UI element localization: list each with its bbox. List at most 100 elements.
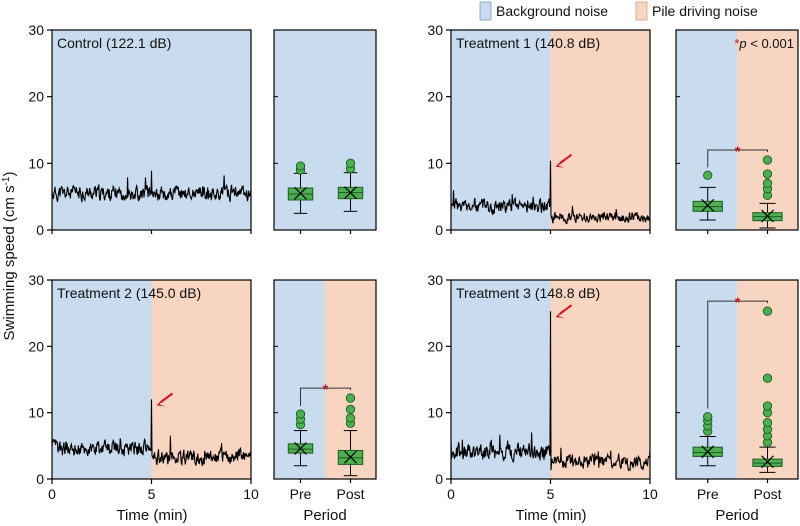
y-tick-label: 20 <box>427 89 443 105</box>
outlier-point <box>762 306 773 316</box>
mean-marker <box>294 442 307 455</box>
mean-marker <box>344 186 357 200</box>
x-tick-label: 10 <box>243 486 259 502</box>
y-axis-title-sup: -1 <box>1 176 12 185</box>
boxplot-pre <box>692 170 723 221</box>
significance-star: * <box>323 381 329 397</box>
y-tick-label: 0 <box>36 222 44 238</box>
significance-bracket <box>707 300 768 409</box>
outlier-point <box>762 401 773 411</box>
panel-title: Treatment 1 (140.8 dB) <box>456 35 600 51</box>
box-background-region <box>676 280 737 479</box>
box-axes-frame <box>273 29 377 231</box>
panel-1: 0 10 20 30 Treatment 1 (140.8 dB) * <box>427 22 799 238</box>
box-category-label: Post <box>753 486 781 502</box>
x-tick-label: 10 <box>642 486 658 502</box>
panels: 0 10 20 30 Control (122.1 dB) 0 10 20 30 Treatmen… <box>28 22 799 502</box>
mean-marker <box>761 209 774 223</box>
significance-note-p: p <box>738 36 746 51</box>
box-background-region <box>676 30 737 230</box>
speed-trace-line <box>450 160 651 225</box>
y-tick-label: 30 <box>427 22 443 38</box>
x-tick-label: 0 <box>447 486 455 502</box>
mean-marker <box>344 450 357 464</box>
panel-3: 0 10 20 30 0 5 10 Treatment 3 (148.8 dB) * Pre Pos… <box>427 272 799 502</box>
box-category-label: Post <box>336 486 364 502</box>
y-tick-label: 0 <box>435 222 443 238</box>
significance-bracket <box>300 387 351 406</box>
box-axes-frame <box>675 279 799 480</box>
significance-note-star: * <box>734 36 739 51</box>
outlier-point <box>295 161 306 171</box>
boxplot-post <box>752 155 783 229</box>
spike-arrow-head <box>555 158 565 168</box>
y-tick-label: 20 <box>28 338 44 354</box>
pile-driving-region <box>151 280 251 479</box>
x-axis-title-period-left: Period <box>303 507 346 524</box>
significance-note: *p < 0.001 <box>734 36 794 51</box>
y-tick-label: 10 <box>427 405 443 421</box>
y-tick-label: 20 <box>28 89 44 105</box>
significance-star: * <box>735 294 741 310</box>
speed-trace-line <box>51 399 252 467</box>
panel-0: 0 10 20 30 Control (122.1 dB) <box>28 22 377 238</box>
speed-trace-line <box>450 311 651 472</box>
outlier-point <box>762 417 773 428</box>
panel-title: Treatment 3 (148.8 dB) <box>456 285 600 301</box>
outlier-point <box>345 158 356 168</box>
y-tick-label: 30 <box>28 22 44 38</box>
mean-marker <box>294 186 307 200</box>
box-category-label: Pre <box>290 486 312 502</box>
outlier-point <box>345 393 356 403</box>
x-axis-title-period-right: Period <box>715 507 758 524</box>
spike-arrow-head <box>555 309 565 319</box>
x-tick-label: 0 <box>48 486 56 502</box>
outlier-point <box>295 409 306 419</box>
outlier-point <box>703 411 713 422</box>
y-tick-label: 10 <box>28 155 44 171</box>
outlier-point <box>762 155 773 165</box>
y-tick-label: 30 <box>28 272 44 288</box>
x-axis-title-time-left: Time (min) <box>116 507 187 524</box>
outlier-point <box>762 373 773 383</box>
x-axis-title-time-right: Time (min) <box>515 507 586 524</box>
box-axes-frame <box>273 279 377 480</box>
significance-star: * <box>735 143 741 159</box>
box-pile-region <box>737 30 798 230</box>
outlier-point <box>345 413 356 423</box>
spike-arrow-shaft <box>159 392 174 404</box>
mean-marker <box>701 445 715 459</box>
spike-arrow-shaft <box>558 304 573 315</box>
panel-title: Control (122.1 dB) <box>57 35 171 51</box>
boxplot-post <box>752 306 783 473</box>
y-axis-title: Swimming speed (cm s-1) <box>1 172 18 341</box>
boxplot-pre <box>287 409 314 467</box>
legend-swatch-background <box>479 1 492 21</box>
pile-driving-region <box>550 280 650 479</box>
boxplot-post <box>337 158 364 212</box>
outlier-point <box>762 178 773 188</box>
panel-2: 0 10 20 30 0 5 10 Treatment 2 (145.0 dB) * Pre Pos… <box>28 272 377 502</box>
legend-swatch-pile <box>635 1 648 21</box>
y-tick-label: 20 <box>427 338 443 354</box>
y-tick-label: 0 <box>36 471 44 487</box>
outlier-point <box>345 404 356 414</box>
y-tick-label: 10 <box>427 155 443 171</box>
panel-title: Treatment 2 (145.0 dB) <box>57 285 201 301</box>
y-axis-title-close: ) <box>1 172 18 177</box>
x-tick-label: 5 <box>547 486 555 502</box>
y-tick-label: 10 <box>28 405 44 421</box>
significance-note-value: < 0.001 <box>747 36 794 51</box>
pile-driving-region <box>550 30 650 230</box>
boxplot-post <box>337 393 364 477</box>
box-category-label: Pre <box>697 486 719 502</box>
boxplot-pre <box>692 411 723 467</box>
x-tick-label: 5 <box>148 486 156 502</box>
spike-arrow-shaft <box>558 153 573 165</box>
mean-marker <box>761 455 774 469</box>
legend-label-pile: Pile driving noise <box>652 3 758 19</box>
box-axes-frame <box>675 29 799 231</box>
legend: Background noise Pile driving noise <box>479 1 758 21</box>
mean-marker <box>701 198 715 212</box>
